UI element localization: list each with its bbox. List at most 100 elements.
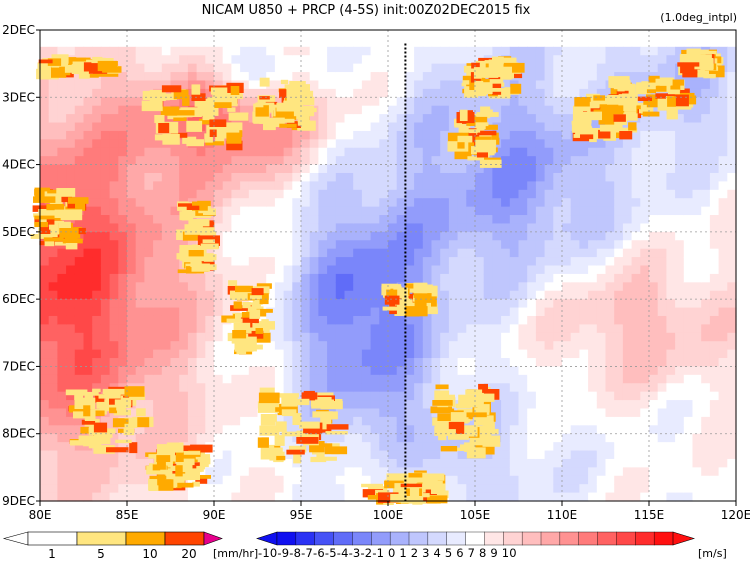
u850-cell — [222, 282, 232, 292]
u850-cell — [318, 374, 328, 384]
u850-cell — [483, 46, 493, 56]
precip-cell — [197, 106, 219, 116]
u850-cell — [683, 442, 694, 452]
u850-cell — [301, 467, 311, 477]
u850-cell — [683, 265, 694, 275]
u850-cell — [527, 181, 537, 191]
u850-cell — [318, 114, 328, 124]
u850-cell — [466, 349, 476, 359]
u850-cell — [74, 475, 85, 485]
u850-cell — [448, 88, 459, 98]
u850-cell — [92, 46, 102, 56]
u850-cell — [466, 122, 476, 132]
u850-cell — [501, 315, 511, 325]
u850-cell — [57, 467, 67, 477]
u850-cell — [57, 408, 67, 418]
u850-cell — [161, 433, 172, 443]
u850-cell — [222, 374, 232, 384]
u850-cell — [100, 358, 111, 368]
u850-cell — [283, 215, 293, 225]
u850-cell — [292, 484, 302, 494]
u850-cell — [118, 181, 128, 191]
u850-cell — [92, 223, 102, 233]
precip-cell — [395, 473, 417, 484]
u850-cell — [640, 341, 650, 351]
u850-cell — [92, 231, 102, 241]
u850-cell — [344, 442, 354, 452]
u850-cell — [457, 324, 467, 334]
u850-cell — [666, 248, 676, 258]
u850-cell — [666, 349, 676, 359]
u850-cell — [187, 273, 198, 283]
u850-cell — [649, 416, 659, 426]
u850-cell — [588, 248, 598, 258]
u850-cell — [509, 442, 520, 452]
u850-cell — [240, 122, 250, 132]
u850-cell — [596, 433, 607, 443]
precip-cell — [93, 445, 115, 454]
u850-cell — [727, 88, 737, 98]
u850-cell — [535, 130, 546, 140]
u850-cell — [92, 307, 102, 317]
u850-cell — [109, 105, 119, 115]
u850-cell — [240, 97, 250, 107]
u850-cell — [501, 265, 511, 275]
u850-cell — [483, 273, 493, 283]
u850-cell — [240, 400, 250, 410]
precip-cell — [30, 234, 53, 239]
u850-cell — [118, 114, 128, 124]
u850-cell — [666, 257, 676, 267]
u850-cell — [501, 282, 511, 292]
u850-cell — [318, 88, 328, 98]
u850-cell — [292, 265, 302, 275]
u850-cell — [57, 484, 67, 494]
u850-cell — [457, 358, 467, 368]
u850-cell — [83, 273, 93, 283]
u850-cell — [335, 492, 346, 502]
u850-cell — [335, 450, 346, 460]
u850-cell — [562, 299, 572, 309]
u850-cell — [649, 341, 659, 351]
u850-cell — [596, 358, 607, 368]
u850-cell — [118, 198, 128, 208]
precip-cell — [636, 82, 647, 94]
u850-cell — [431, 181, 441, 191]
u850-cell — [309, 189, 319, 199]
u850-cell — [266, 55, 276, 65]
u850-cell — [622, 231, 633, 241]
u850-cell — [48, 315, 58, 325]
u850-cell — [440, 240, 450, 250]
u850-cell — [100, 181, 111, 191]
u850-cell — [335, 130, 346, 140]
u850-cell — [701, 383, 711, 393]
u850-cell — [414, 408, 424, 418]
u850-cell — [118, 374, 128, 384]
u850-cell — [179, 282, 189, 292]
u850-cell — [388, 391, 398, 401]
u850-cell — [179, 433, 189, 443]
u850-cell — [475, 324, 485, 334]
u850-cell — [74, 172, 85, 182]
u850-cell — [718, 215, 728, 225]
u850-cell — [40, 114, 50, 124]
u850-cell — [518, 122, 528, 132]
u850-cell — [692, 416, 702, 426]
u850-cell — [666, 484, 676, 494]
u850-cell — [544, 181, 554, 191]
u850-cell — [501, 105, 511, 115]
precip-cell — [78, 68, 90, 79]
u850-cell — [92, 130, 102, 140]
u850-cell — [622, 324, 633, 334]
u850-cell — [309, 63, 319, 73]
u850-cell — [153, 172, 163, 182]
u850-cell — [562, 324, 572, 334]
u850-cell — [127, 147, 137, 157]
u850-cell — [692, 273, 702, 283]
u850-cell — [709, 147, 720, 157]
u850-cell — [205, 492, 215, 502]
u850-cell — [457, 46, 467, 56]
u850-cell — [535, 433, 546, 443]
u850-cell — [405, 467, 415, 477]
u850-cell — [153, 55, 163, 65]
u850-cell — [196, 172, 206, 182]
